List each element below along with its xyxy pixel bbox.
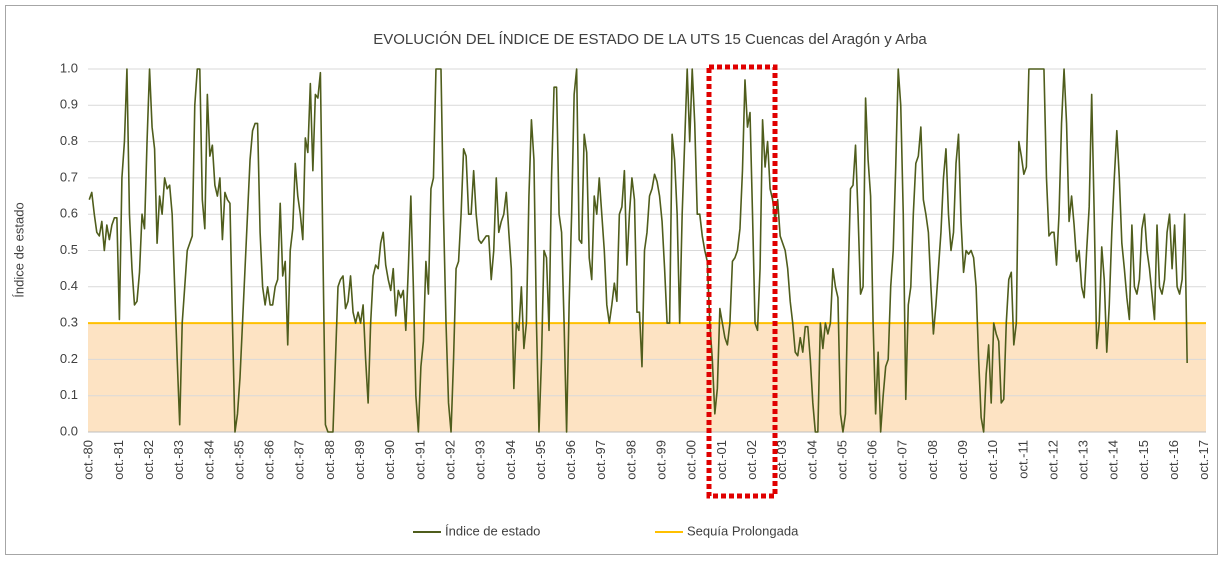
- x-tick-label: oct.-07: [895, 440, 910, 480]
- x-tick-label: oct.-80: [81, 440, 96, 480]
- x-tick-label: oct.-97: [593, 440, 608, 480]
- x-tick-label: oct.-00: [684, 440, 699, 480]
- y-tick-label: 0.8: [60, 133, 78, 148]
- y-tick-label: 0.3: [60, 315, 78, 330]
- y-tick-label: 0.7: [60, 169, 78, 184]
- x-tick-label: oct.-81: [111, 440, 126, 480]
- y-tick-label: 0.5: [60, 242, 78, 257]
- x-tick-label: oct.-10: [985, 440, 1000, 480]
- x-tick-label: oct.-95: [533, 440, 548, 480]
- x-tick-label: oct.-92: [442, 440, 457, 480]
- chart-border: [5, 5, 1218, 555]
- x-tick-label: oct.-15: [1136, 440, 1151, 480]
- x-tick-label: oct.-05: [834, 440, 849, 480]
- x-tick-label: oct.-03: [774, 440, 789, 480]
- x-tick-label: oct.-13: [1076, 440, 1091, 480]
- x-tick-label: oct.-86: [262, 440, 277, 480]
- data-line: [88, 68, 1188, 433]
- x-tick-label: oct.-08: [925, 440, 940, 480]
- y-tick-label: 0.0: [60, 423, 78, 438]
- y-tick-label: 0.9: [60, 97, 78, 112]
- x-tick-label: oct.-02: [744, 440, 759, 480]
- x-tick-label: oct.-89: [352, 440, 367, 480]
- x-tick-label: oct.-04: [804, 440, 819, 480]
- x-tick-label: oct.-98: [623, 440, 638, 480]
- y-tick-label: 0.2: [60, 351, 78, 366]
- legend-label: Índice de estado: [445, 523, 540, 538]
- x-tick-label: oct.-93: [473, 440, 488, 480]
- y-tick-label: 0.4: [60, 278, 78, 293]
- plot-area: 0.0 0.1 0.2 0.3 0.4 0.5 0.6 0.7 0.8 0.9 1.0 oct.-80…: [60, 60, 1211, 479]
- x-tick-label: oct.-85: [231, 440, 246, 480]
- x-tick-label: oct.-16: [1166, 440, 1181, 480]
- x-tick-label: oct.-96: [563, 440, 578, 480]
- x-tick-label: oct.-87: [292, 440, 307, 480]
- y-tick-label: 0.1: [60, 387, 78, 402]
- legend-label: Sequía Prolongada: [687, 523, 799, 538]
- y-tick-label: 0.6: [60, 206, 78, 221]
- highlight-box: [706, 64, 778, 499]
- x-tick-label: oct.-14: [1106, 440, 1121, 480]
- y-tick-label: 1.0: [60, 60, 78, 75]
- x-tick-label: oct.-17: [1196, 440, 1211, 480]
- drought-area: [88, 323, 1206, 432]
- y-axis-label: Índice de estado: [11, 202, 26, 297]
- x-tick-label: oct.-99: [654, 440, 669, 480]
- chart-title: EVOLUCIÓN DEL ÍNDICE DE ESTADO DE LA UTS…: [373, 31, 927, 48]
- x-tick-label: oct.-83: [171, 440, 186, 480]
- x-tick-label: oct.-88: [322, 440, 337, 480]
- x-tick-label: oct.-12: [1045, 440, 1060, 480]
- x-tick-label: oct.-01: [714, 440, 729, 480]
- x-tick-label: oct.-82: [141, 440, 156, 480]
- x-tick-label: oct.-11: [1015, 440, 1030, 479]
- x-tick-label: oct.-84: [201, 440, 216, 480]
- x-tick-label: oct.-91: [412, 440, 427, 480]
- x-tick-label: oct.-90: [382, 440, 397, 480]
- x-tick-label: oct.-06: [865, 440, 880, 480]
- x-tick-label: oct.-94: [503, 440, 518, 480]
- x-tick-label: oct.-09: [955, 440, 970, 480]
